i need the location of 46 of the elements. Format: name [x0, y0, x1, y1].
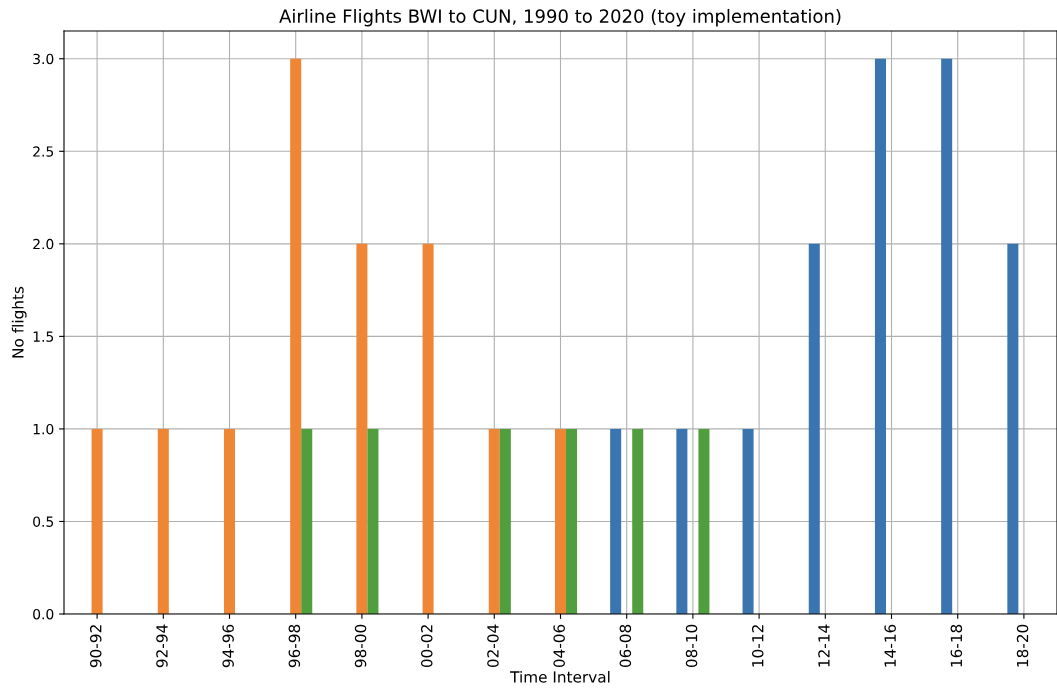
y-tick-label: 0.0 — [33, 608, 54, 620]
x-tick-label: 02-04 — [487, 624, 499, 668]
chart-title: Airline Flights BWI to CUN, 1990 to 2020 (toy implementation) — [279, 8, 841, 27]
x-tick-label: 06-08 — [619, 624, 632, 668]
bar — [676, 428, 688, 614]
x-tick-label: 04-06 — [553, 624, 565, 668]
x-tick-label: 10-12 — [751, 625, 764, 667]
x-tick-label: 94-96 — [222, 624, 234, 668]
bar — [301, 428, 313, 614]
x-tick-label: 00-02 — [420, 625, 433, 668]
bar — [941, 58, 953, 614]
y-tick-label: 0.5 — [33, 516, 54, 527]
bar — [157, 428, 169, 614]
x-tick-label: 90-92 — [89, 625, 102, 668]
bar — [610, 428, 622, 614]
bar — [808, 243, 820, 614]
x-tick-label: 18-20 — [1016, 624, 1029, 667]
bar — [91, 428, 103, 614]
x-tick-label: 16-18 — [950, 624, 963, 667]
bar — [499, 428, 511, 614]
y-tick-label: 3.0 — [33, 53, 54, 65]
bar — [488, 428, 500, 614]
bar — [874, 58, 886, 614]
bar — [1007, 243, 1019, 614]
y-tick-label: 2.0 — [33, 238, 54, 250]
bar — [698, 428, 710, 614]
y-tick-label: 1.0 — [33, 423, 54, 435]
x-tick-label: 08-10 — [685, 624, 698, 668]
y-tick-label: 2.5 — [33, 146, 54, 157]
bar — [223, 428, 236, 614]
bar — [422, 243, 434, 614]
y-tick-label: 1.5 — [33, 331, 54, 342]
x-tick-label: 14-16 — [884, 624, 896, 667]
bar — [367, 428, 379, 614]
x-tick-label: 96-98 — [288, 624, 301, 668]
bar — [356, 243, 368, 614]
bar — [742, 428, 754, 614]
bar — [554, 428, 567, 614]
x-tick-label: 98-00 — [354, 624, 367, 668]
x-axis-title: Time Interval — [510, 670, 610, 683]
x-tick-label: 92-94 — [156, 624, 168, 668]
bar — [290, 58, 302, 614]
bar — [566, 428, 578, 614]
bar — [632, 428, 644, 614]
y-axis-title: No flights — [11, 286, 27, 358]
x-tick-label: 12-14 — [818, 624, 830, 667]
